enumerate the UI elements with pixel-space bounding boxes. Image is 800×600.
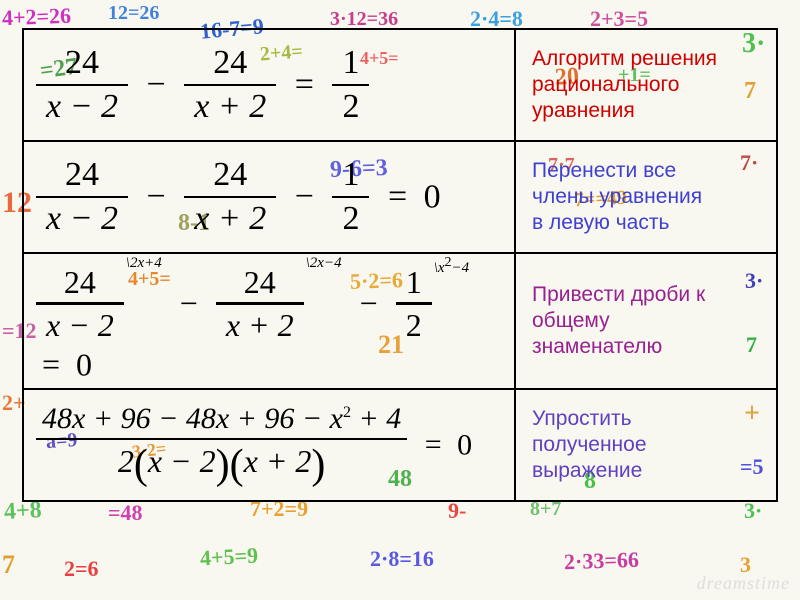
table-row: 24 x − 2 − 24 x + 2 − 1 2 = 0 xyxy=(24,140,776,252)
denominator: x + 2 xyxy=(216,305,304,345)
algorithm-table: 24 x − 2 − 24 x + 2 = 1 2 Алгорит xyxy=(22,28,778,502)
numerator: 1 xyxy=(332,154,369,196)
equation-cell: 48x + 96 − 48x + 96 − x2 + 4 2(x − 2)(x … xyxy=(24,390,514,500)
bg-scribble: 4+5=9 xyxy=(199,542,258,571)
denominator: x + 2 xyxy=(184,86,276,128)
bg-scribble: 2·33=66 xyxy=(564,547,640,576)
bg-scribble: 7 xyxy=(2,550,15,580)
denominator: x − 2 xyxy=(36,305,124,345)
fraction: 1 2 xyxy=(332,42,369,129)
fraction: 24 x − 2 \2x+4 xyxy=(36,262,124,345)
minus-op: − xyxy=(147,68,166,102)
numerator: 24 xyxy=(216,262,304,302)
denominator: x − 2 xyxy=(36,86,128,128)
denominator: x + 2 xyxy=(184,198,276,240)
fraction: 24 x + 2 \2x−4 xyxy=(216,262,304,345)
denominator: 2 xyxy=(332,198,369,240)
description-cell: Привести дроби к общему знаменателю xyxy=(514,254,776,388)
table-row: 48x + 96 − 48x + 96 − x2 + 4 2(x − 2)(x … xyxy=(24,388,776,500)
rhs: 0 xyxy=(457,428,472,461)
equals-op: = xyxy=(388,180,407,214)
fraction-exponent: \2x+4 xyxy=(126,256,162,271)
fraction: 24 x − 2 xyxy=(36,154,128,241)
minus-op: − xyxy=(295,180,314,214)
fraction: 1 2 \x2−4 xyxy=(396,262,432,345)
fraction-exponent: \2x−4 xyxy=(306,256,342,271)
bg-scribble: 2=6 xyxy=(64,556,99,582)
denominator: 2(x − 2)(x + 2) xyxy=(36,440,407,490)
fraction: 24 x + 2 xyxy=(184,154,276,241)
equation-4: 48x + 96 − 48x + 96 − x2 + 4 2(x − 2)(x … xyxy=(34,400,472,491)
fraction: 24 x − 2 xyxy=(36,42,128,129)
description-text: Перенести все члены уравнения в левую ча… xyxy=(532,158,702,237)
numerator: 24 xyxy=(184,154,276,196)
bg-scribble: 12=26 xyxy=(108,2,159,25)
equation-cell: 24 x − 2 − 24 x + 2 − 1 2 = 0 xyxy=(24,142,514,252)
equation-cell: 24 x − 2 \2x+4 − 24 x + 2 \2x−4 − 1 2 xyxy=(24,254,514,388)
numerator: 24 xyxy=(36,42,128,84)
equals-op: = xyxy=(42,348,60,380)
minus-op: − xyxy=(360,287,378,319)
rhs: 0 xyxy=(424,178,441,215)
denominator: 2 xyxy=(332,86,369,128)
numerator: 24 xyxy=(36,262,124,302)
equals-op: = xyxy=(295,68,314,102)
bg-scribble: 4+2=26 xyxy=(2,3,72,31)
numerator: 24 xyxy=(36,154,128,196)
description-cell: Упростить полученное выражение xyxy=(514,390,776,500)
description-cell: Алгоритм решения рационального уравнения xyxy=(514,30,776,140)
equation-2: 24 x − 2 − 24 x + 2 − 1 2 = 0 xyxy=(34,154,441,241)
description-text: Алгоритм решения рационального уравнения xyxy=(532,46,717,125)
equation-cell: 24 x − 2 − 24 x + 2 = 1 2 xyxy=(24,30,514,140)
table-row: 24 x − 2 \2x+4 − 24 x + 2 \2x−4 − 1 2 xyxy=(24,252,776,388)
fraction: 1 2 xyxy=(332,154,369,241)
watermark-text: dreamstime xyxy=(697,573,790,594)
equation-1: 24 x − 2 − 24 x + 2 = 1 2 xyxy=(34,42,371,129)
fraction-exponent: \x2−4 xyxy=(434,256,469,276)
numerator: 48x + 96 − 48x + 96 − x2 + 4 xyxy=(36,400,407,438)
denominator: 2 xyxy=(396,305,432,345)
numerator: 1 xyxy=(332,42,369,84)
numerator: 24 xyxy=(184,42,276,84)
equals-op: = xyxy=(425,430,442,460)
fraction: 24 x + 2 xyxy=(184,42,276,129)
fraction: 48x + 96 − 48x + 96 − x2 + 4 2(x − 2)(x … xyxy=(36,400,407,491)
description-cell: Перенести все члены уравнения в левую ча… xyxy=(514,142,776,252)
minus-op: − xyxy=(147,180,166,214)
rhs: 0 xyxy=(76,346,92,382)
bg-scribble: 2·8=16 xyxy=(370,546,434,572)
description-text: Упростить полученное выражение xyxy=(532,406,647,485)
table-row: 24 x − 2 − 24 x + 2 = 1 2 Алгорит xyxy=(24,30,776,140)
description-text: Привести дроби к общему знаменателю xyxy=(532,282,705,361)
denominator: x − 2 xyxy=(36,198,128,240)
bg-scribble: =48 xyxy=(108,500,143,526)
equation-3: 24 x − 2 \2x+4 − 24 x + 2 \2x−4 − 1 2 xyxy=(34,262,504,380)
numerator: 1 xyxy=(396,262,432,302)
minus-op: − xyxy=(180,287,198,319)
